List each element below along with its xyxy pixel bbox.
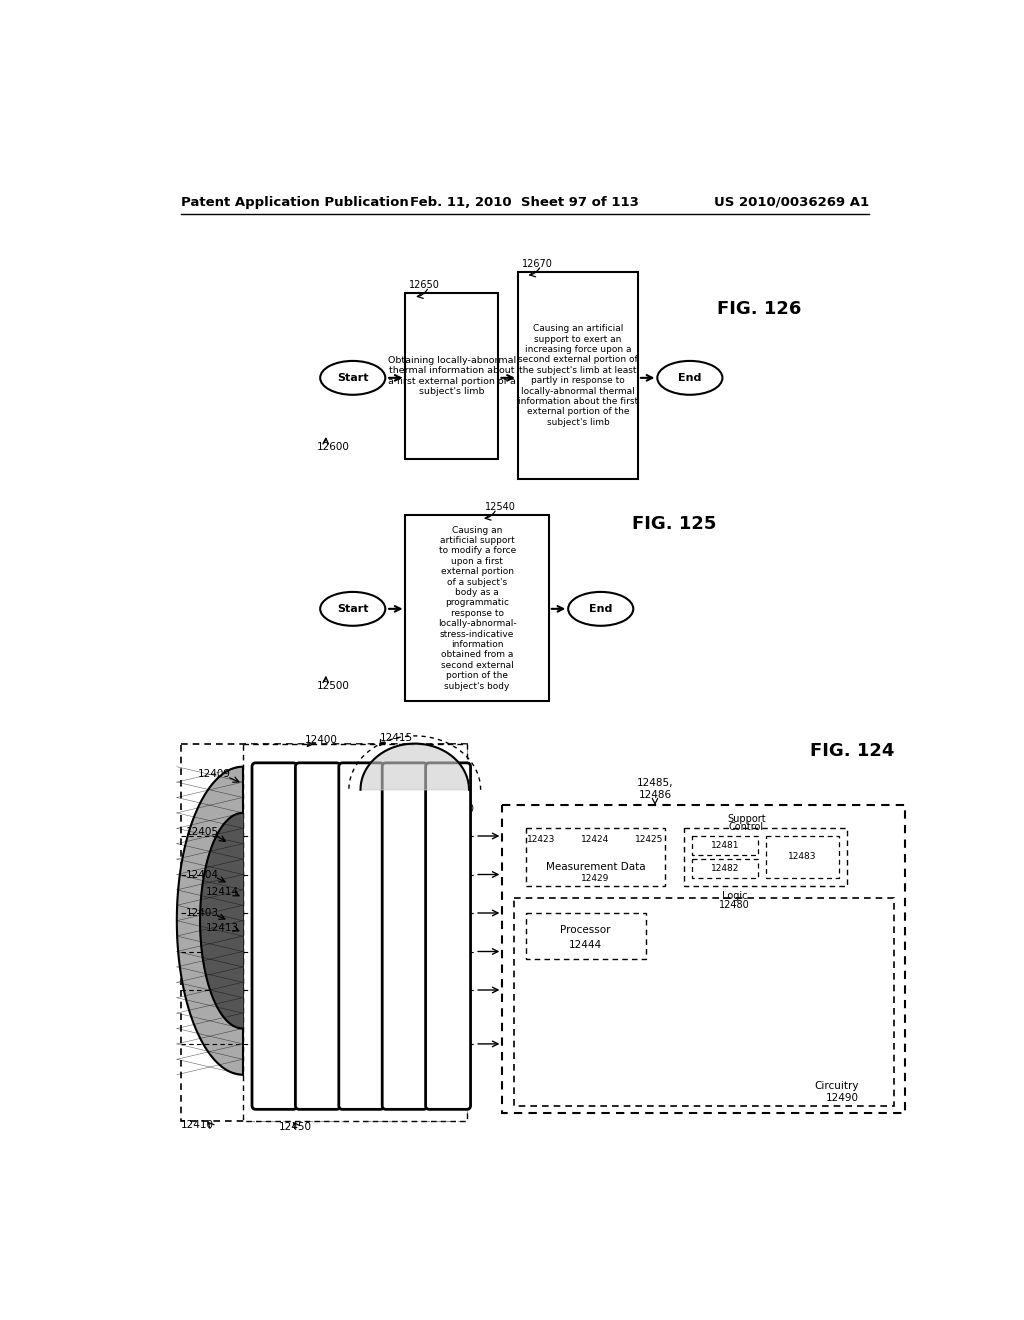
- FancyBboxPatch shape: [243, 743, 467, 1121]
- Text: 12670: 12670: [521, 259, 553, 269]
- Text: 12429: 12429: [582, 874, 609, 883]
- Text: FIG. 125: FIG. 125: [632, 515, 716, 533]
- Text: Measurement Data: Measurement Data: [546, 862, 645, 871]
- FancyBboxPatch shape: [426, 763, 471, 1109]
- Text: Support: Support: [727, 814, 766, 824]
- Text: 12490: 12490: [825, 1093, 859, 1102]
- Text: 12480: 12480: [720, 900, 751, 911]
- Text: End: End: [589, 603, 612, 614]
- Text: 12424: 12424: [582, 836, 609, 845]
- Text: 12423: 12423: [527, 836, 555, 845]
- Text: Causing an artificial
support to exert an
increasing force upon a
second externa: Causing an artificial support to exert a…: [518, 325, 638, 426]
- Ellipse shape: [568, 591, 633, 626]
- FancyBboxPatch shape: [525, 829, 665, 886]
- Text: 12454: 12454: [391, 829, 425, 840]
- Text: 12425: 12425: [635, 836, 664, 845]
- Text: 12500: 12500: [316, 681, 349, 690]
- FancyBboxPatch shape: [295, 763, 340, 1109]
- FancyBboxPatch shape: [692, 859, 758, 878]
- FancyBboxPatch shape: [692, 836, 758, 855]
- Text: US 2010/0036269 A1: US 2010/0036269 A1: [714, 195, 869, 209]
- Text: Logic: Logic: [722, 891, 748, 902]
- Text: 12460: 12460: [442, 804, 475, 814]
- Text: 12482: 12482: [711, 863, 739, 873]
- FancyBboxPatch shape: [406, 515, 549, 701]
- Text: 12405: 12405: [186, 828, 219, 837]
- Polygon shape: [200, 813, 243, 1028]
- FancyBboxPatch shape: [382, 763, 427, 1109]
- FancyBboxPatch shape: [514, 898, 894, 1106]
- Text: 12455: 12455: [391, 791, 425, 801]
- FancyBboxPatch shape: [518, 272, 638, 479]
- Text: End: End: [678, 372, 701, 383]
- Text: 12415: 12415: [380, 733, 413, 743]
- FancyBboxPatch shape: [406, 293, 499, 459]
- FancyBboxPatch shape: [766, 836, 840, 878]
- Text: 12413: 12413: [206, 924, 239, 933]
- Text: Causing an
artificial support
to modify a force
upon a first
external portion
of: Causing an artificial support to modify …: [438, 525, 516, 690]
- Text: 12409: 12409: [198, 770, 230, 779]
- Ellipse shape: [657, 360, 722, 395]
- Text: 12403: 12403: [186, 908, 219, 917]
- Polygon shape: [177, 767, 243, 1074]
- Text: 12450: 12450: [280, 1122, 312, 1133]
- FancyBboxPatch shape: [339, 763, 384, 1109]
- FancyBboxPatch shape: [180, 743, 467, 1121]
- Text: FIG. 124: FIG. 124: [810, 742, 894, 760]
- FancyBboxPatch shape: [684, 829, 847, 886]
- Text: Start: Start: [337, 603, 369, 614]
- FancyBboxPatch shape: [252, 763, 297, 1109]
- Text: 12600: 12600: [316, 442, 349, 453]
- Text: Patent Application Publication: Patent Application Publication: [180, 195, 409, 209]
- Text: 12453: 12453: [391, 869, 425, 878]
- Text: Start: Start: [337, 372, 369, 383]
- Text: 12410: 12410: [180, 1119, 214, 1130]
- Text: FIG. 126: FIG. 126: [717, 300, 802, 318]
- Text: Circuitry: Circuitry: [814, 1081, 859, 1092]
- Text: 12404: 12404: [186, 870, 219, 879]
- FancyBboxPatch shape: [525, 913, 646, 960]
- Text: 12485,
12486: 12485, 12486: [637, 779, 673, 800]
- Ellipse shape: [321, 360, 385, 395]
- Text: Obtaining locally-abnormal
thermal information about
a first external portion of: Obtaining locally-abnormal thermal infor…: [388, 356, 516, 396]
- Text: 12444: 12444: [569, 940, 602, 950]
- FancyBboxPatch shape: [503, 805, 905, 1113]
- Text: 12452: 12452: [391, 912, 425, 921]
- Text: 12414: 12414: [206, 887, 239, 898]
- Text: Feb. 11, 2010  Sheet 97 of 113: Feb. 11, 2010 Sheet 97 of 113: [411, 195, 639, 209]
- Text: 12540: 12540: [485, 502, 516, 512]
- Text: Control: Control: [729, 822, 764, 832]
- Text: 12400: 12400: [305, 735, 338, 744]
- Text: 12481: 12481: [711, 841, 739, 850]
- Ellipse shape: [321, 591, 385, 626]
- Text: 12483: 12483: [788, 853, 816, 861]
- Text: 12650: 12650: [410, 280, 440, 290]
- Polygon shape: [360, 743, 469, 789]
- Text: Processor: Processor: [560, 925, 611, 935]
